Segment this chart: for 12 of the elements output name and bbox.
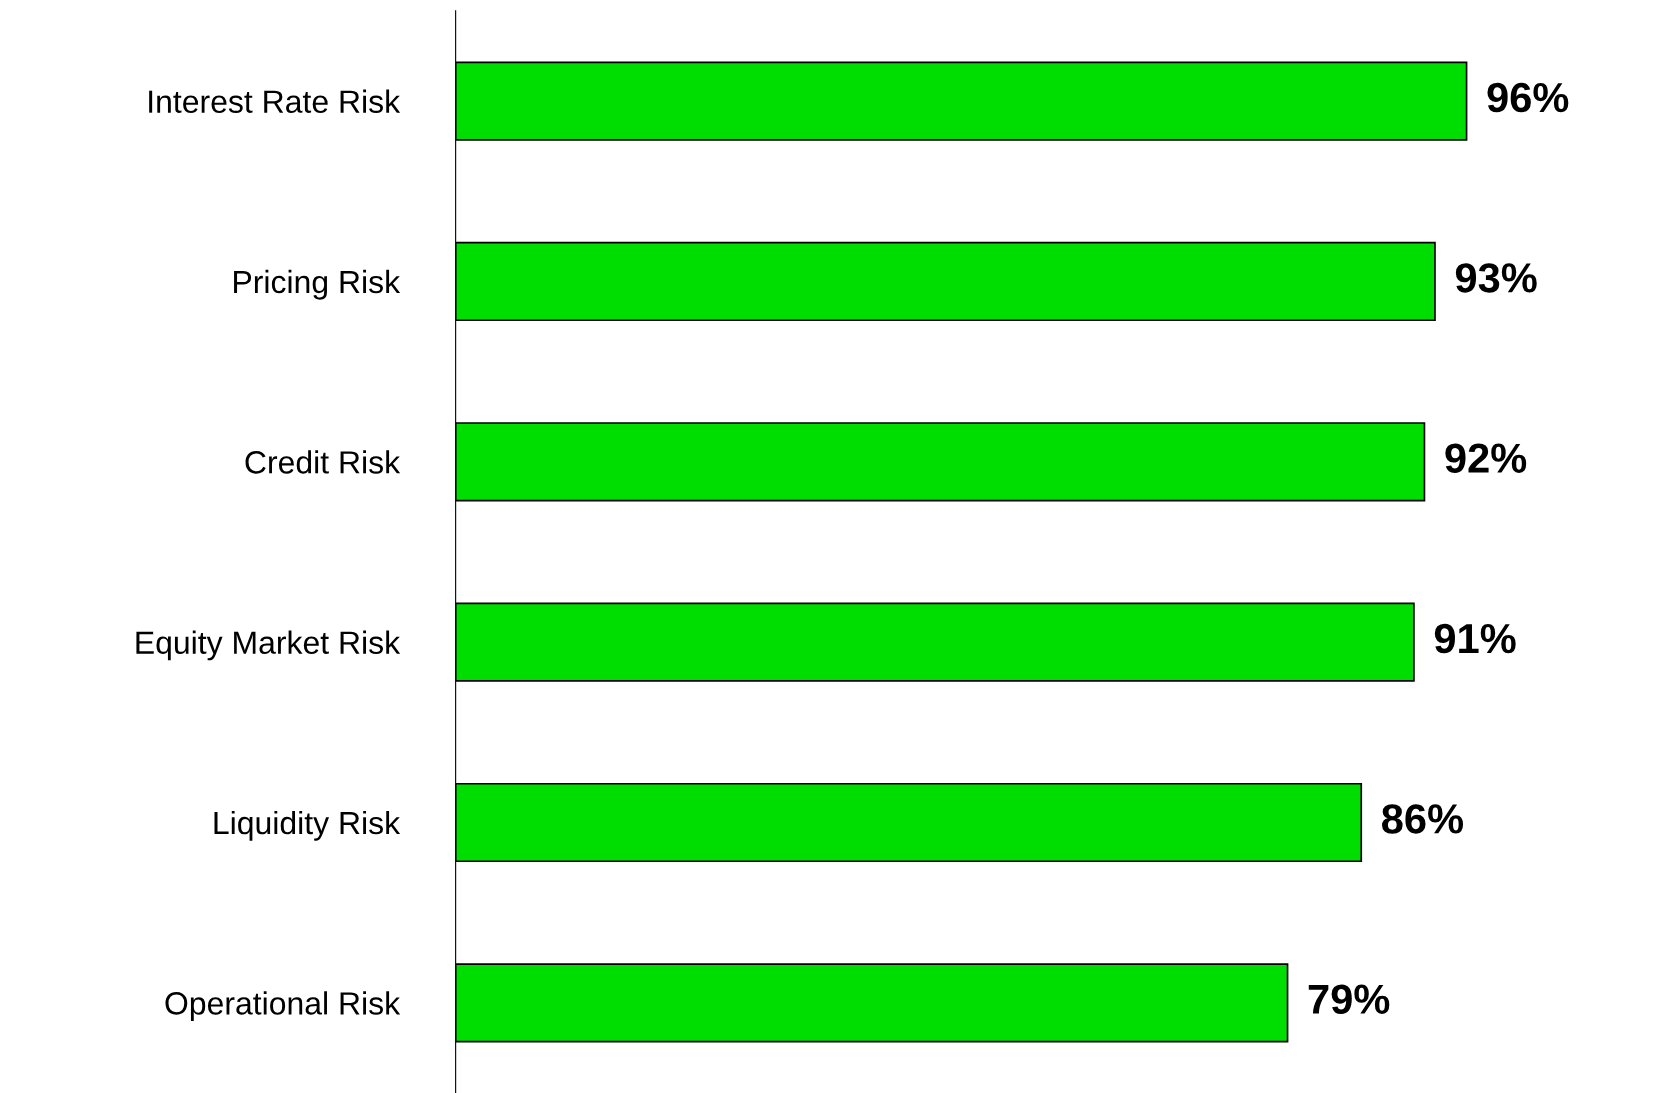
y-tick-label: Operational Risk — [165, 991, 401, 1022]
y-tick-label: Liquidity Risk — [214, 810, 401, 841]
data-label: 93% — [1455, 263, 1537, 293]
y-tick-label: Equity Market Risk — [136, 630, 401, 661]
y-tick-label: Credit Risk — [245, 450, 401, 474]
data-label: 96% — [1487, 82, 1569, 113]
data-label: 79% — [1308, 984, 1390, 1015]
data-label: 86% — [1382, 804, 1464, 834]
data-label: 91% — [1434, 623, 1516, 654]
y-tick-label: Interest Rate Risk — [149, 89, 401, 113]
y-tick-label: Pricing Risk — [234, 269, 401, 300]
data-label: 92% — [1445, 443, 1527, 473]
